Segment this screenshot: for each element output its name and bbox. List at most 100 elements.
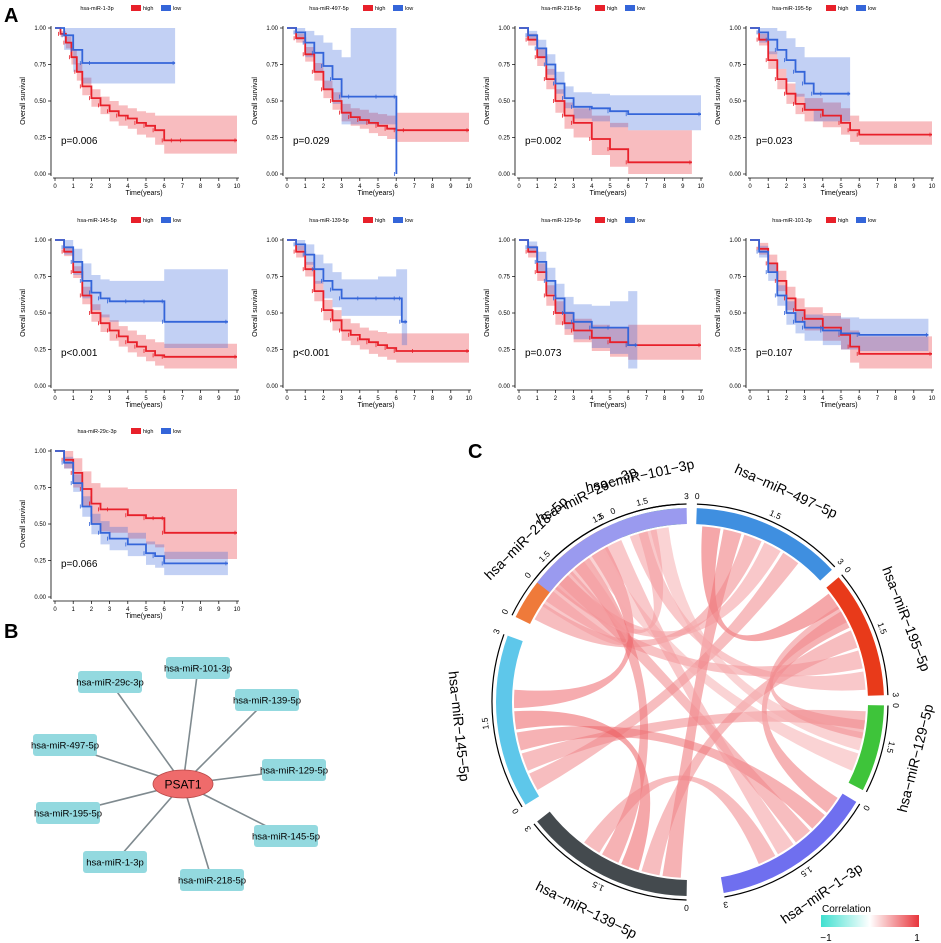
sector-axis (533, 823, 687, 901)
network-node (235, 689, 299, 711)
x-tick-label: 8 (894, 184, 898, 190)
x-tick-label: 10 (234, 607, 241, 613)
y-tick-label: 0.75 (498, 275, 510, 281)
legend-label-low: low (868, 218, 876, 224)
x-tick-label: 10 (698, 184, 705, 190)
x-tick-label: 5 (839, 184, 843, 190)
network-node-label: hsa-miR-1-3p (86, 858, 144, 869)
sector-label: hsa−miR−497−5p (732, 461, 840, 522)
x-tick-label: 8 (663, 184, 667, 190)
p-value: p<0.001 (61, 348, 98, 359)
km-plot-7: hsa-miR-129-5p high low 0.00 0.25 0.50 0.75 1.0… (484, 217, 705, 409)
x-tick-label: 1 (72, 396, 76, 402)
y-tick-label: 0.50 (34, 311, 46, 317)
sector-tick-label: 3 (684, 491, 689, 501)
km-plot-2: hsa-miR-497-5p high low 0.00 0.25 0.50 0.75 1.0… (252, 5, 473, 197)
x-tick-label: 1 (72, 607, 76, 613)
panel-label-a: A (4, 5, 18, 27)
km-plot-3: hsa-miR-218-5p high low 0.00 0.25 0.50 0.75 1.0… (484, 5, 705, 197)
y-tick-label: 0.50 (34, 522, 46, 528)
x-tick-label: 8 (199, 184, 203, 190)
x-axis-label: Time(years) (589, 402, 626, 409)
legend-label-low: low (405, 218, 413, 224)
ci-band-low (287, 240, 408, 346)
y-tick-label: 0.25 (266, 136, 278, 142)
y-tick-label: 1.00 (729, 26, 741, 32)
y-axis-label: Overall survival (484, 289, 491, 337)
x-tick-label: 4 (358, 184, 362, 190)
x-tick-label: 9 (217, 396, 221, 402)
y-tick-label: 0.00 (34, 172, 46, 178)
y-tick-label: 1.00 (498, 238, 510, 244)
x-tick-label: 10 (929, 184, 936, 190)
x-tick-label: 0 (53, 184, 57, 190)
legend-swatch-low (161, 428, 171, 434)
legend-label-high: high (838, 218, 848, 224)
chord-sector (720, 793, 857, 894)
p-value: p=0.107 (756, 348, 793, 359)
y-axis-label: Overall survival (252, 77, 259, 125)
legend-title: Correlation (822, 904, 871, 915)
y-tick-label: 0.25 (498, 348, 510, 354)
chord-link (701, 526, 840, 642)
network-node-label: hsa-miR-139-5p (233, 696, 301, 707)
survival-curve-low (287, 239, 408, 323)
y-tick-label: 1.00 (729, 238, 741, 244)
km-title: hsa-miR-218-5p (541, 6, 580, 12)
survival-curve-low (750, 27, 851, 95)
y-axis-label: Overall survival (20, 500, 27, 548)
chord-link (542, 561, 629, 646)
legend-swatch-high (131, 5, 141, 11)
x-tick-label: 8 (431, 184, 435, 190)
chord-link (629, 531, 866, 691)
x-tick-label: 4 (590, 184, 594, 190)
ci-band-high (519, 28, 692, 174)
x-tick-label: 5 (839, 396, 843, 402)
sector-tick-label: 0 (499, 607, 510, 616)
km-title: hsa-miR-195-5p (772, 6, 811, 12)
legend-label-low: low (637, 6, 645, 12)
legend-label-low: low (173, 6, 181, 12)
y-tick-label: 0.25 (34, 559, 46, 565)
chord-link (545, 586, 863, 677)
y-axis-label: Overall survival (20, 77, 27, 125)
legend-colorbar (821, 915, 919, 927)
x-tick-label: 6 (163, 184, 167, 190)
survival-curve-low (55, 450, 228, 565)
x-tick-label: 4 (590, 396, 594, 402)
y-tick-label: 0.00 (729, 384, 741, 390)
y-axis-label: Overall survival (715, 289, 722, 337)
y-tick-label: 0.25 (729, 348, 741, 354)
x-tick-label: 0 (53, 607, 57, 613)
x-tick-label: 10 (234, 396, 241, 402)
sector-tick-label: 0 (861, 803, 872, 812)
y-tick-label: 0.00 (729, 172, 741, 178)
x-tick-label: 3 (572, 184, 576, 190)
y-tick-label: 0.75 (34, 486, 46, 492)
ci-band-low (55, 240, 228, 348)
km-plot-4: hsa-miR-195-5p high low 0.00 0.25 0.50 0.75 1.0… (715, 5, 936, 197)
chord-link (534, 534, 762, 648)
sector-axis (724, 803, 861, 898)
x-tick-label: 4 (358, 396, 362, 402)
sector-label: hsa−miR−195−5p (879, 564, 934, 673)
x-tick-label: 0 (748, 396, 752, 402)
sector-tick-label: 1.5 (591, 510, 606, 524)
x-tick-label: 2 (322, 184, 326, 190)
km-title: hsa-miR-497-5p (309, 6, 348, 12)
x-tick-label: 9 (912, 396, 916, 402)
x-tick-label: 8 (431, 396, 435, 402)
legend-label-high: high (143, 6, 153, 12)
legend-swatch-low (625, 217, 635, 223)
sector-label: hsa−miR−29c−3p (534, 463, 640, 527)
legend-swatch-low (625, 5, 635, 11)
x-tick-label: 2 (554, 184, 558, 190)
x-axis-label: Time(years) (820, 190, 857, 197)
x-tick-label: 8 (199, 396, 203, 402)
km-plot-6: hsa-miR-139-5p high low 0.00 0.25 0.50 0.75 1.0… (252, 217, 473, 409)
chord-link (555, 529, 664, 634)
chord-link (769, 606, 866, 739)
sector-label: hsa−miR−139−5p (533, 878, 640, 942)
sector-tick-label: 1.5 (885, 740, 897, 754)
y-axis-label: Overall survival (20, 289, 27, 337)
